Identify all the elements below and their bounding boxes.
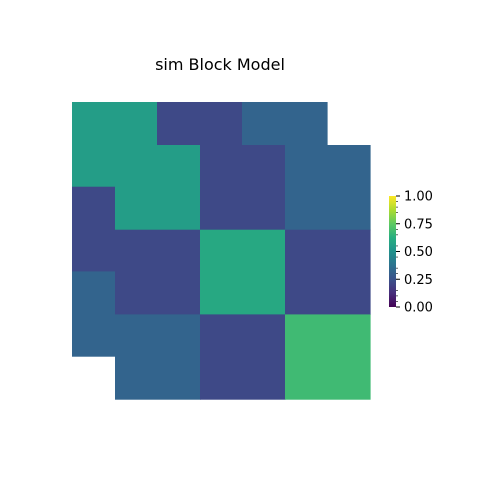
right-cell-2-0 (115, 314, 201, 400)
right-cell-0-1 (200, 145, 286, 231)
colorbar: 0.00 0.25 0.50 0.75 1.00 (389, 190, 433, 316)
colorbar-tick-label: 1.00 (404, 190, 433, 205)
colorbar-tick-label: 0.75 (404, 217, 433, 232)
right-cell-1-1 (200, 229, 286, 315)
colorbar-tick-label: 0.25 (404, 273, 433, 288)
colorbar-tick-label: 0.00 (404, 301, 433, 316)
right-cell-2-2 (285, 314, 371, 400)
colorbar-ticks: 0.00 0.25 0.50 0.75 1.00 (396, 190, 433, 316)
heatmap-right (115, 145, 371, 400)
right-cell-0-2 (285, 145, 371, 231)
right-cell-2-1 (200, 314, 286, 400)
right-cell-1-0 (115, 229, 201, 315)
right-cell-0-0 (115, 145, 201, 231)
right-cell-1-2 (285, 229, 371, 315)
chart-title: sim Block Model (155, 55, 285, 74)
colorbar-tick-label: 0.50 (404, 245, 433, 260)
colorbar-gradient (389, 196, 396, 307)
